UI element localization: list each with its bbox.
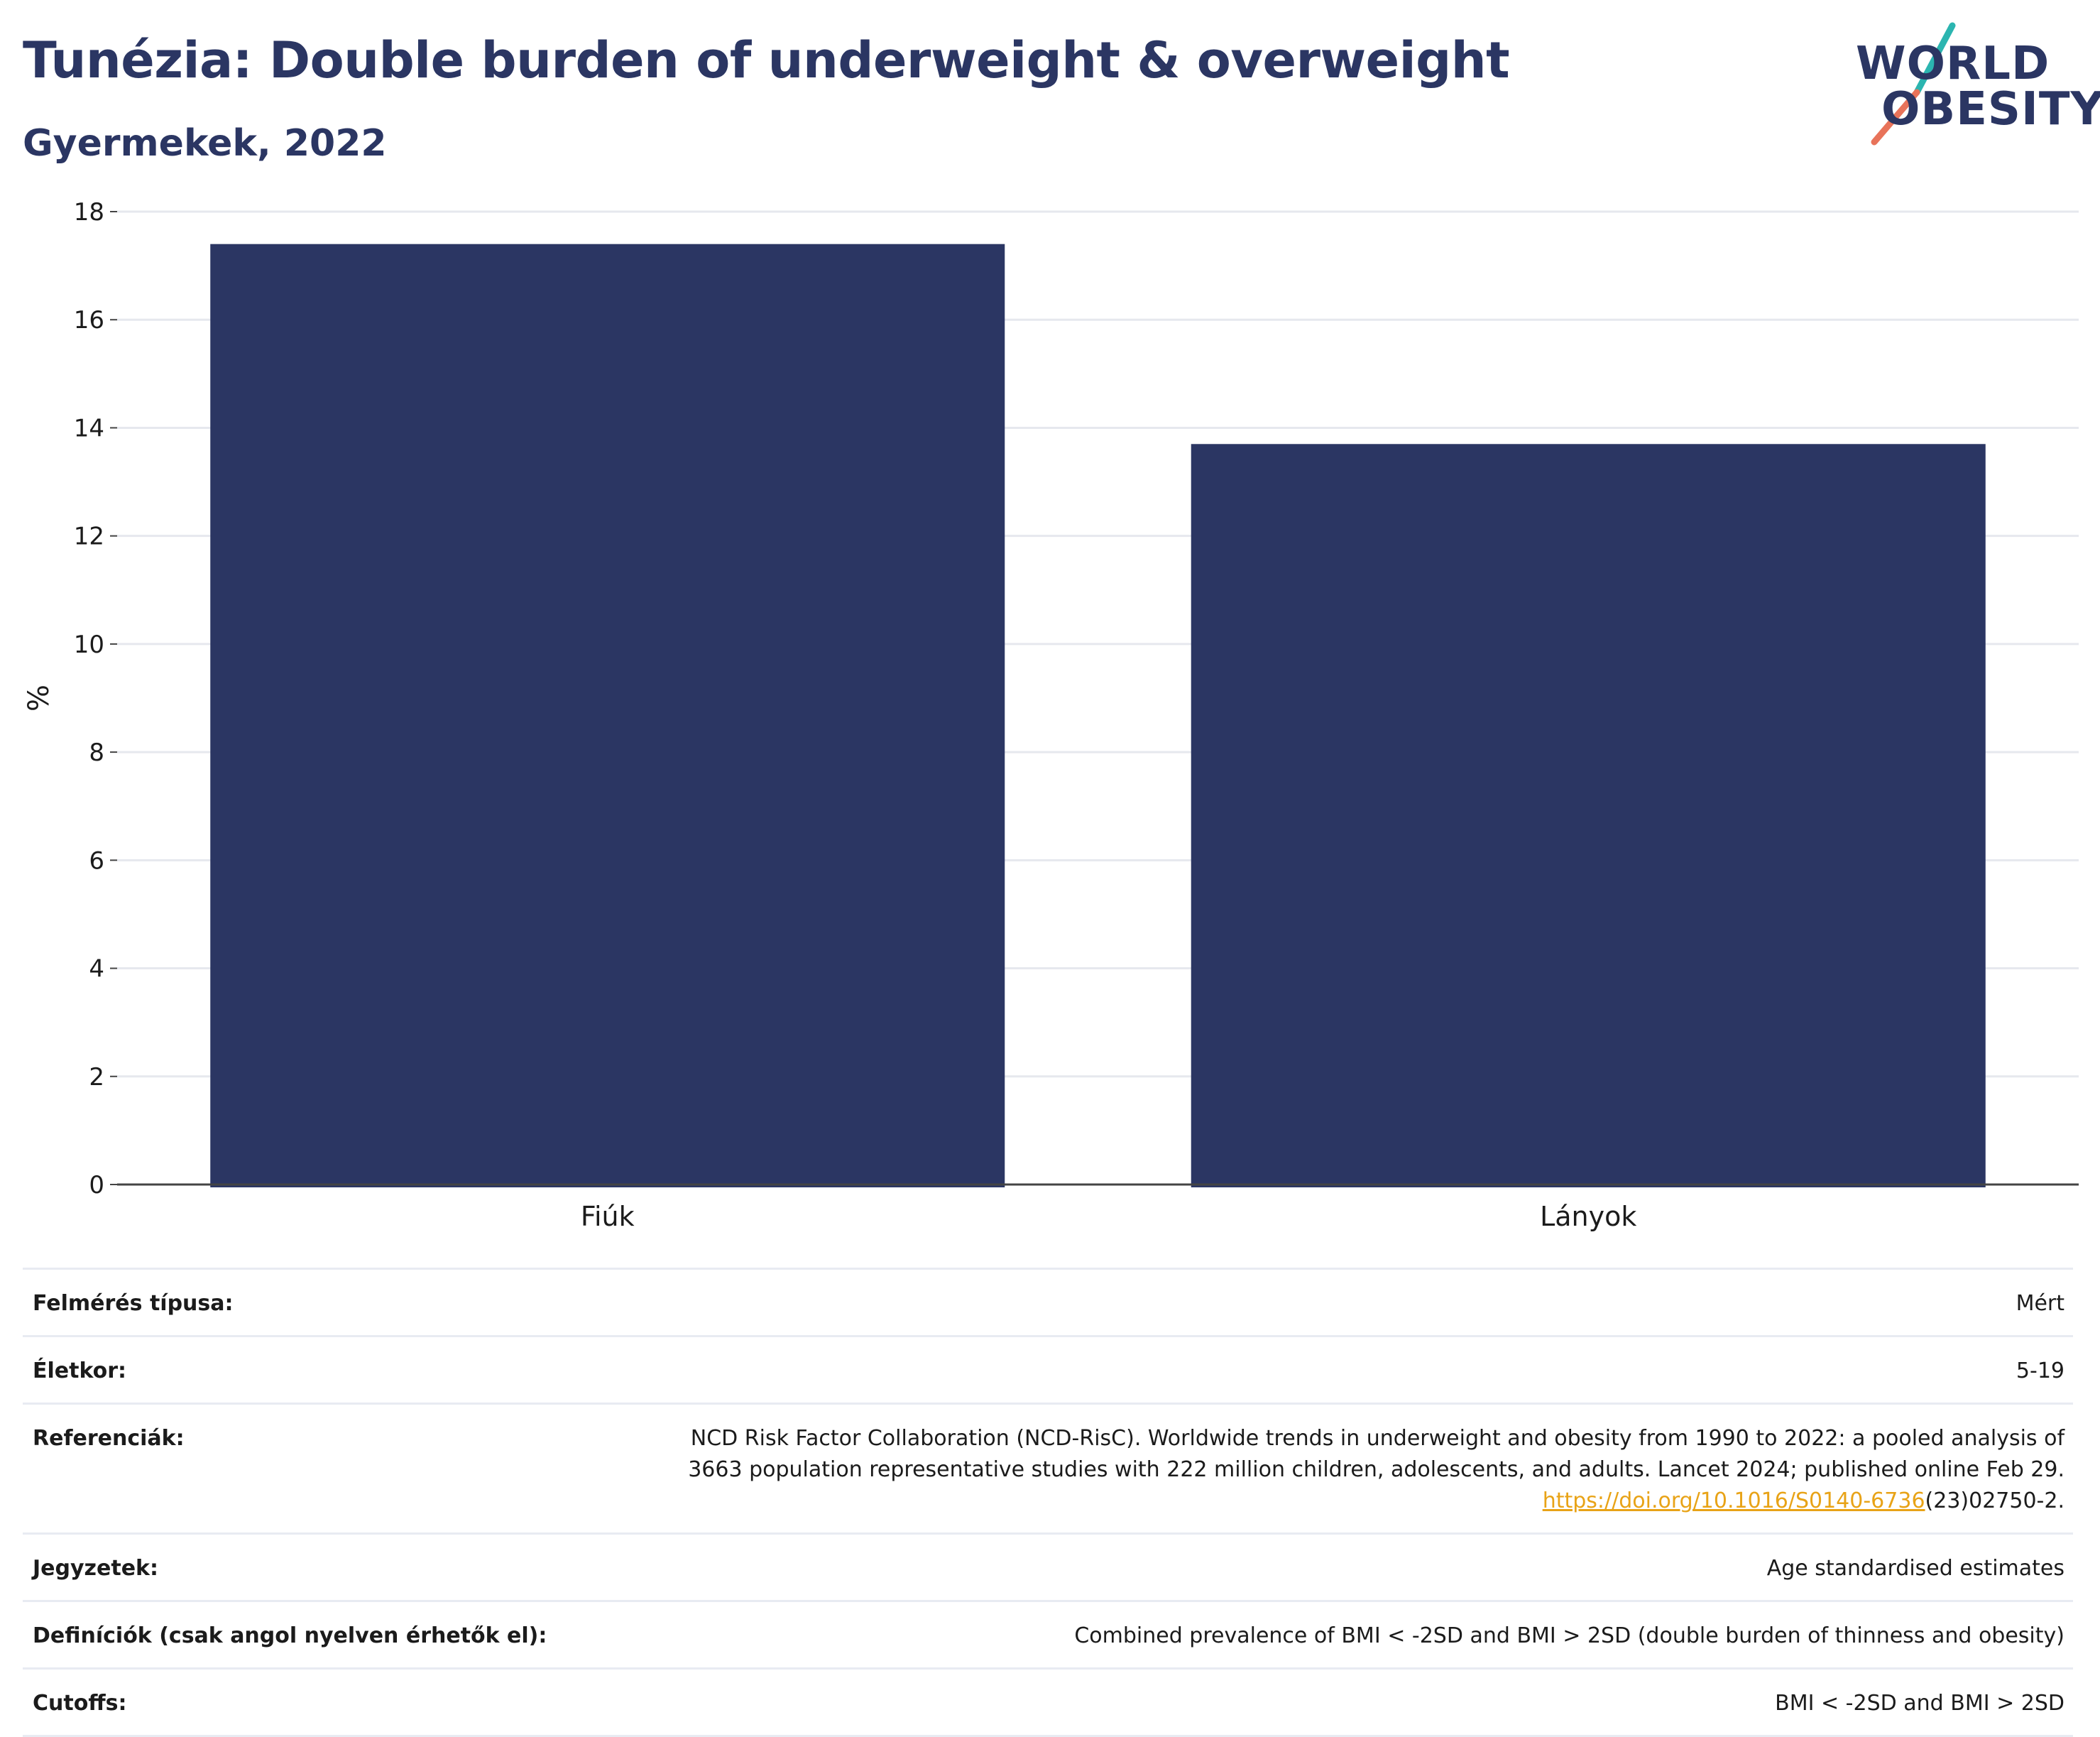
x-tick-label: Lányok: [1540, 1201, 1636, 1232]
chart-title: Tunézia: Double burden of underweight & …: [23, 31, 1510, 89]
meta-label: Életkor:: [33, 1358, 127, 1383]
doi-suffix: (23)02750-2.: [1925, 1488, 2065, 1513]
meta-row-references: Referenciák: NCD Risk Factor Collaborati…: [23, 1405, 2073, 1535]
y-tick-label: 8: [89, 739, 104, 767]
y-tick-label: 4: [89, 955, 104, 984]
logo-word-world: WORLD: [1856, 38, 2050, 90]
y-tick-label: 0: [89, 1171, 104, 1199]
logo-slash-icon: [1871, 22, 1956, 146]
meta-value: Age standardised estimates: [1766, 1556, 2065, 1581]
y-tick-label: 6: [89, 846, 104, 875]
meta-value: Mért: [2016, 1291, 2065, 1316]
meta-row-age: Életkor: 5-19: [23, 1337, 2073, 1405]
x-tick-label: Fiúk: [581, 1201, 635, 1232]
meta-row-survey-type: Felmérés típusa: Mért: [23, 1270, 2073, 1337]
y-axis-label: %: [23, 685, 55, 712]
reference-line: NCD Risk Factor Collaboration (NCD-RisC)…: [690, 1426, 2065, 1451]
bar-1: [1191, 444, 1986, 1187]
meta-row-definitions: Definíciók (csak angol nyelven érhetők e…: [23, 1602, 2073, 1670]
y-tick-label: 12: [74, 523, 104, 551]
chart-subtitle: Gyermekek, 2022: [23, 122, 387, 165]
meta-value: BMI < -2SD and BMI > 2SD: [1775, 1691, 2065, 1716]
meta-label: Definíciók (csak angol nyelven érhetők e…: [33, 1623, 547, 1648]
y-tick-label: 18: [74, 198, 104, 227]
y-tick-label: 16: [74, 306, 104, 334]
meta-label: Felmérés típusa:: [33, 1291, 234, 1316]
world-obesity-logo: WORLD OBESITY: [1853, 21, 2100, 149]
meta-label: Cutoffs:: [33, 1691, 127, 1716]
y-tick-label: 10: [74, 631, 104, 659]
bar-0: [210, 244, 1005, 1188]
meta-row-cutoffs: Cutoffs: BMI < -2SD and BMI > 2SD: [23, 1670, 2073, 1737]
reference-line: 3663 population representative studies w…: [688, 1457, 2065, 1482]
meta-value: Combined prevalence of BMI < -2SD and BM…: [1074, 1623, 2065, 1648]
logo-word-obesity: OBESITY: [1881, 83, 2100, 136]
meta-row-notes: Jegyzetek: Age standardised estimates: [23, 1535, 2073, 1602]
doi-link[interactable]: https://doi.org/10.1016/S0140-6736: [1542, 1488, 1925, 1513]
bar-chart: 0 2 4 6 8 10 12 14 16 18 Fiúk Lányok%: [23, 198, 2079, 1232]
y-tick-label: 2: [89, 1063, 104, 1091]
meta-value: 5-19: [2016, 1358, 2065, 1383]
meta-label: Jegyzetek:: [33, 1556, 158, 1581]
y-tick-label: 14: [74, 414, 104, 442]
meta-value-references: NCD Risk Factor Collaboration (NCD-RisC)…: [688, 1423, 2065, 1517]
meta-label: Referenciák:: [33, 1426, 185, 1451]
metadata-table: Felmérés típusa: Mért Életkor: 5-19 Refe…: [23, 1268, 2073, 1737]
